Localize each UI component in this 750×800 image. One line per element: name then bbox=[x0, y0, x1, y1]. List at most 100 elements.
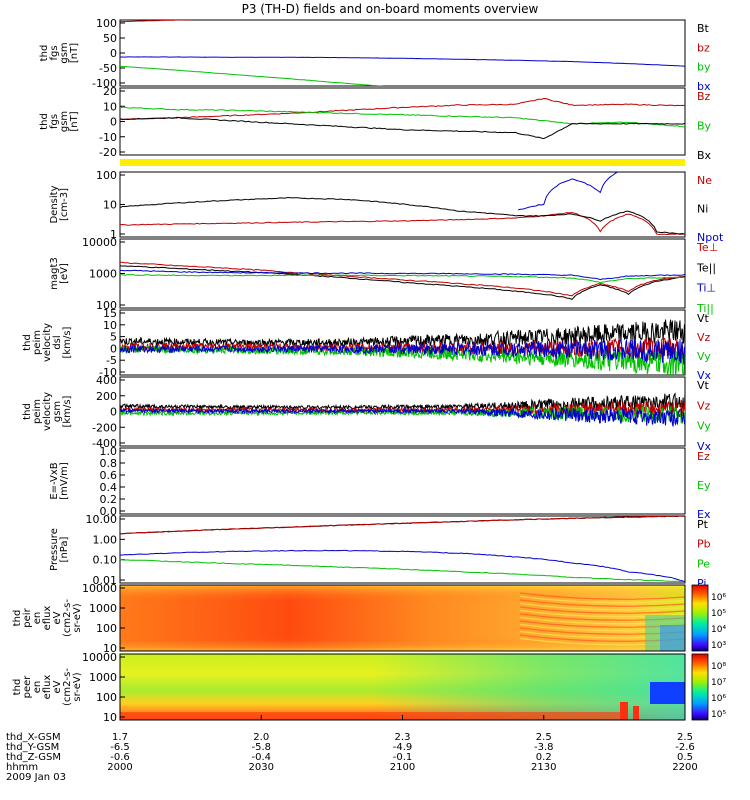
x-tick-label-t: 2030 bbox=[249, 762, 274, 773]
y-tick-label: 1.0 bbox=[100, 445, 118, 458]
x-tick-label-y: -6.5 bbox=[110, 742, 130, 753]
series-Vt bbox=[120, 392, 685, 413]
panel-8: 10.00 1.00 0.10 0.01 Pressure [nPa] Pt Pb Pe Pi bbox=[49, 513, 711, 590]
y-axis-label: dsl bbox=[52, 335, 63, 349]
x-tick-label-x: 2.0 bbox=[253, 732, 269, 743]
series-Vy bbox=[120, 345, 685, 375]
x-tick-label-t: 2200 bbox=[672, 762, 697, 773]
y-tick-label: 10.00 bbox=[86, 513, 118, 526]
y-tick-label: -100 bbox=[92, 77, 117, 90]
series-group bbox=[120, 319, 685, 375]
series-Pe bbox=[120, 559, 685, 583]
legend-Te⊥: Te⊥ bbox=[696, 241, 718, 254]
y-axis-label: gsm bbox=[52, 401, 63, 422]
y-tick-label: -5 bbox=[106, 354, 117, 367]
y-axis-label: sr-eV) bbox=[72, 672, 83, 701]
legend-by: by bbox=[697, 61, 711, 74]
y-axis-label: thd bbox=[39, 45, 50, 62]
x-tick-label-y: -2.6 bbox=[675, 742, 695, 753]
legend-bx: bx bbox=[697, 80, 711, 93]
y-axis-label: sr-eV) bbox=[72, 603, 83, 632]
y-tick-label: 1000 bbox=[89, 671, 117, 684]
y-axis-label: eflux bbox=[42, 675, 53, 700]
panel-4: 10000 1000 100 magt3 [eV] Te⊥ Te|| Ti⊥ Ti|| bbox=[49, 236, 718, 315]
y-axis-label: velocity bbox=[42, 392, 53, 431]
y-tick-label: 0.0 bbox=[100, 505, 118, 518]
colorbar-tick-label: 10⁷ bbox=[711, 678, 726, 688]
y-tick-label: 100 bbox=[96, 169, 117, 182]
y-tick-label: 10 bbox=[103, 100, 117, 113]
y-tick-label: 0 bbox=[110, 47, 117, 60]
y-tick-label: 1000 bbox=[89, 268, 117, 281]
y-axis-label: thd bbox=[22, 403, 33, 420]
x-tick-label-z: 0.5 bbox=[677, 752, 693, 763]
legend-Ni: Ni bbox=[697, 203, 708, 216]
figure-title: P3 (TH-D) fields and on-board moments ov… bbox=[242, 2, 539, 16]
y-tick-label: 10000 bbox=[82, 236, 117, 249]
y-axis-label: (cm2-s- bbox=[62, 668, 73, 706]
y-tick-label: 0 bbox=[110, 406, 117, 419]
panel-frame bbox=[119, 584, 686, 652]
x-tick-label-t: 2130 bbox=[531, 762, 556, 773]
y-tick-label: 0 bbox=[110, 116, 117, 129]
legend-Bt: Bt bbox=[697, 22, 710, 35]
spectrogram-patch bbox=[650, 682, 685, 704]
y-axis-label: thd bbox=[22, 334, 33, 351]
x-tick-label-z: -0.1 bbox=[393, 752, 413, 763]
spectrogram-streak bbox=[519, 599, 685, 607]
y-tick-label: 0.4 bbox=[100, 481, 118, 494]
series-group bbox=[120, 20, 685, 86]
x-tick-label-x: 2.3 bbox=[395, 732, 411, 743]
y-tick-label: 100 bbox=[96, 17, 117, 30]
y-axis-label: thd bbox=[12, 610, 23, 627]
legend-Vx: Vx bbox=[697, 369, 712, 382]
y-axis-label: fgs bbox=[49, 45, 60, 60]
y-axis-label: [eV] bbox=[59, 263, 70, 284]
y-axis-label: magt3 bbox=[49, 257, 60, 290]
panel-7: 1.00.80.60.40.20.0 E=-VxB [mV/m] Ez Ey Ex bbox=[49, 445, 711, 521]
y-tick-label: -200 bbox=[92, 421, 117, 434]
y-axis-label: [nT] bbox=[69, 111, 80, 131]
status-bar bbox=[120, 159, 685, 166]
spectrogram-streak bbox=[519, 592, 685, 600]
legend-Vz: Vz bbox=[697, 331, 711, 344]
legend-Te||: Te|| bbox=[696, 261, 716, 274]
legend-Bz: Bz bbox=[697, 90, 711, 103]
series-Vx bbox=[120, 407, 685, 427]
panel-frame bbox=[119, 87, 686, 156]
y-tick-label: 100 bbox=[96, 691, 117, 704]
y-tick-label: 10000 bbox=[82, 651, 117, 664]
y-axis-label: [mV/m] bbox=[59, 462, 70, 500]
y-axis-label: en bbox=[32, 612, 43, 625]
spectrogram-spike bbox=[620, 702, 628, 720]
colorbar-tick-label: 10⁸ bbox=[711, 662, 726, 672]
y-axis-label: gsm bbox=[59, 42, 70, 63]
panel-frame bbox=[119, 515, 686, 584]
y-tick-label: 50 bbox=[103, 32, 117, 45]
x-tick-label-t: 2000 bbox=[107, 762, 132, 773]
y-tick-label: 1.00 bbox=[93, 533, 118, 546]
series-by bbox=[120, 65, 388, 86]
legend-Vx: Vx bbox=[697, 440, 712, 453]
panel-frame bbox=[119, 19, 686, 87]
y-axis-label: (cm2-s- bbox=[62, 599, 73, 637]
x-row-label: thd_Y-GSM bbox=[6, 742, 59, 753]
x-tick-label-x: 2.5 bbox=[536, 732, 552, 743]
legend-Ti||: Ti|| bbox=[696, 302, 714, 315]
legend-Npot: Npot bbox=[697, 231, 724, 244]
y-axis-label: E=-VxB bbox=[49, 462, 60, 499]
spectrogram-patch bbox=[660, 625, 685, 651]
y-axis-label: Pressure bbox=[49, 528, 60, 571]
legend-Ne: Ne bbox=[697, 174, 712, 187]
panel-frame bbox=[119, 171, 686, 238]
spectrogram-streaks bbox=[519, 592, 685, 651]
series-Pi bbox=[120, 549, 685, 583]
y-tick-label: -50 bbox=[99, 62, 117, 75]
y-axis-label: [nT] bbox=[69, 43, 80, 63]
legend-Pb: Pb bbox=[697, 538, 711, 551]
y-axis-label: [km/s] bbox=[62, 395, 73, 427]
legend-Pi: Pi bbox=[697, 577, 706, 590]
